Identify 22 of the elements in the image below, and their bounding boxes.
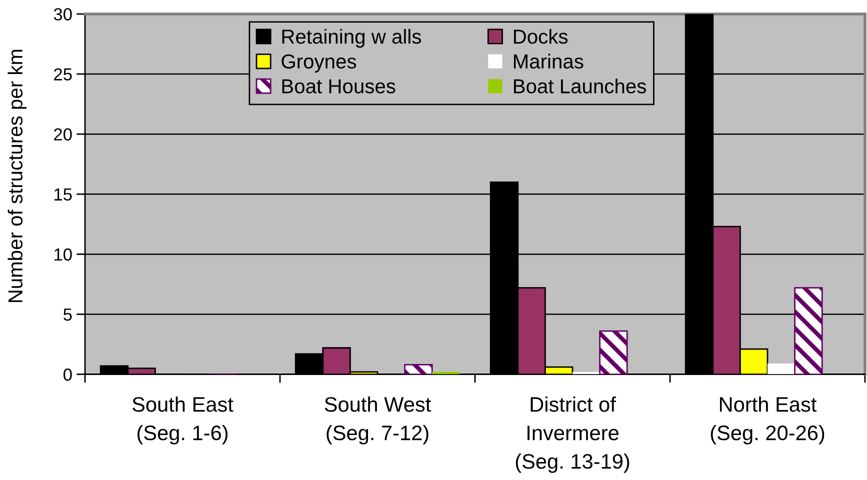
bar <box>404 364 433 374</box>
y-axis-title: Number of structures per km <box>8 50 26 302</box>
legend-label: Docks <box>514 28 568 44</box>
x-tick-label: North East (Seg. 20-26) <box>710 396 824 444</box>
x-tick-label: District of Invermere (Seg. 13-19) <box>516 396 630 473</box>
legend-label: Retaining w alls <box>282 28 421 48</box>
x-tick-label: South West (Seg. 7-12) <box>324 396 432 444</box>
x-tick-label: South East (Seg. 1-6) <box>132 396 234 444</box>
bar <box>599 330 628 374</box>
bar <box>768 363 795 374</box>
y-tick-label: 10 <box>54 248 72 261</box>
y-tick-label: 5 <box>64 308 72 321</box>
legend-label: Marinas <box>514 54 584 69</box>
y-tick-label: 20 <box>54 128 72 141</box>
y-tick-label: 15 <box>54 188 72 201</box>
legend-label: Boat Houses <box>282 79 396 94</box>
y-tick-label: 30 <box>54 8 72 20</box>
legend-label: Boat Launches <box>514 78 646 94</box>
y-tick-label: 0 <box>64 368 72 381</box>
y-tick-label: 25 <box>54 68 72 81</box>
legend-label: Groynes <box>282 54 356 73</box>
bar <box>794 287 823 374</box>
